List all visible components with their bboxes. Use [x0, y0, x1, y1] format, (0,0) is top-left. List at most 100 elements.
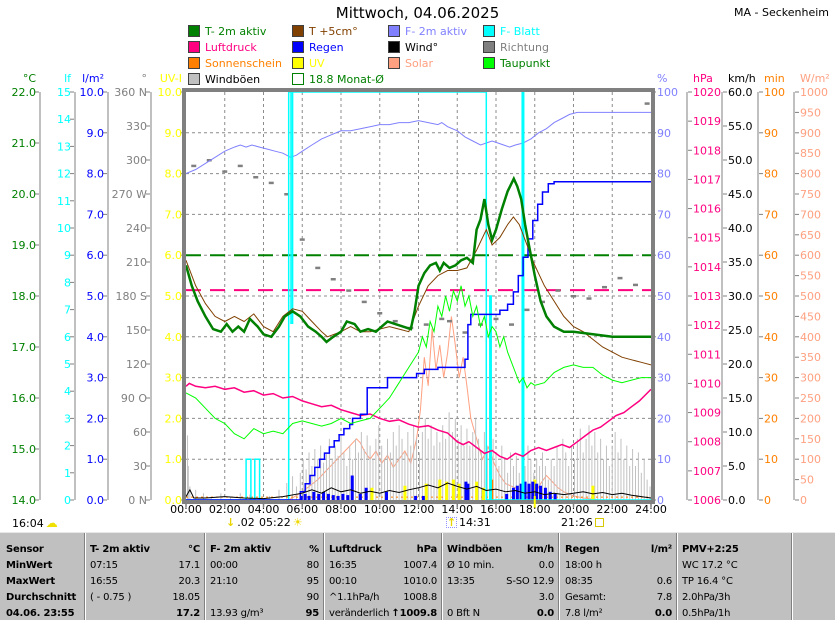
axis-tick-label: 1	[64, 467, 71, 480]
axis-tick-label: 750	[800, 188, 821, 201]
axis-tick-label: 700	[800, 208, 821, 221]
axis-tick-label: 330	[126, 120, 147, 133]
legend-item-wind-[interactable]: Wind°	[388, 40, 438, 54]
axis-tick-label: 6.0	[87, 249, 105, 262]
axis-tick-label: 0.0	[87, 494, 105, 507]
legend-item-t-2m-aktiv[interactable]: T- 2m aktiv	[188, 24, 266, 38]
legend-swatch	[483, 25, 495, 37]
sun-cloud-icon: ☁	[45, 516, 58, 530]
sunrise-marker: 05:22 ☀	[259, 516, 303, 529]
axis-tick-label: 1010	[693, 377, 721, 390]
time-axis-label: 04:00	[247, 503, 280, 516]
axis-tick-label: 22.0	[12, 86, 37, 99]
series-regen-intervall	[299, 475, 557, 500]
axis-kmh: km/h 0.0 5.0 10.0 15.0 20.0 25.0 30.0 35.0 40.0 45…	[721, 72, 756, 507]
axis-header: hPa	[693, 72, 713, 85]
table-cell: 2.0hPa/3h	[682, 592, 731, 603]
legend-item-18-8-monat-[interactable]: 18.8 Monat-Ø	[292, 72, 384, 86]
axis-tick-label: 1013	[693, 290, 721, 303]
axis-tick-label: 1012	[693, 319, 721, 332]
axis-tick-label: 9.0	[165, 127, 183, 140]
table-cell: 00:00 80	[210, 560, 319, 571]
legend-item-regen[interactable]: Regen	[292, 40, 344, 54]
axis-tick-label: 30	[764, 372, 778, 385]
axis-tick-label: 8	[64, 276, 71, 289]
table-header-cell: Regen l/m²	[565, 544, 672, 555]
sunset-value: 21:26	[561, 516, 593, 529]
axis-tick-label: 80	[657, 168, 671, 181]
axis-tick-label: 400	[800, 331, 821, 344]
axis-hpa: hPa 1006 1007 1008 1009 1010 1011 1012 1013 1014 1…	[686, 72, 721, 507]
day-length: 16:04 ☁	[12, 516, 58, 530]
axis-tick-label: 5	[64, 358, 71, 371]
axis-tick-label: 300	[800, 372, 821, 385]
axis-tick-label: 18.0	[12, 290, 37, 303]
legend-item-luftdruck[interactable]: Luftdruck	[188, 40, 257, 54]
legend-item-sonnenschein[interactable]: Sonnenschein	[188, 56, 282, 70]
axis-tick-label: 1020	[693, 86, 721, 99]
axis-tick-label: 1009	[693, 407, 721, 420]
series-f-blatt	[186, 92, 651, 500]
axis-tick-label: 0	[657, 494, 664, 507]
axis-tick-label: 10	[764, 453, 778, 466]
axis-tick-label: 10.0	[80, 86, 105, 99]
legend-label: Sonnenschein	[205, 56, 282, 70]
axis-header: W/m²	[800, 72, 830, 85]
axis-tick-label: 210	[126, 256, 147, 269]
legend-item-windb-en[interactable]: Windböen	[188, 72, 260, 86]
axis-tick-label: 0	[64, 494, 71, 507]
legend-swatch	[188, 41, 200, 53]
time-axis-label: 14:00	[441, 503, 474, 516]
legend-item-solar[interactable]: Solar	[388, 56, 433, 70]
axis-tick-label: 40	[764, 331, 778, 344]
table-row-label: Sensor	[6, 544, 44, 555]
series-luftdruck	[186, 382, 651, 461]
table-header-cell: PMV+2:25	[682, 544, 739, 555]
axis-tick-label: 4.0	[165, 331, 183, 344]
axis-minutes: min 0 10 20 30 40 50 60 70 80 90 100	[757, 72, 785, 507]
table-header-cell: T- 2m aktiv °C	[90, 544, 200, 555]
axis-tick-label: 11	[57, 195, 71, 208]
axis-tick-label: 350	[800, 351, 821, 364]
legend-swatch	[388, 41, 400, 53]
axis-tick-label: 90	[764, 127, 778, 140]
axis-tick-label: 25.0	[728, 324, 753, 337]
legend-item-t-5cm-[interactable]: T +5cm°	[292, 24, 358, 38]
table-column-divider	[676, 533, 678, 620]
series-t-2m-aktiv	[186, 175, 651, 344]
moonset-marker: ↓ .02	[226, 516, 255, 529]
table-column-divider	[204, 533, 206, 620]
axis-tick-label: 100	[657, 86, 678, 99]
axis-tick-label: 200	[800, 412, 821, 425]
axis-header: km/h	[728, 72, 756, 85]
series-solar	[186, 316, 651, 500]
axis-header: %	[657, 72, 667, 85]
legend-swatch	[483, 41, 495, 53]
axis-tick-label: 40	[657, 331, 671, 344]
axis-tick-label: 360 N	[114, 86, 147, 99]
table-row-label: MinWert	[6, 560, 53, 571]
legend-item-richtung[interactable]: Richtung	[483, 40, 549, 54]
axis-tick-label: 15.0	[728, 392, 753, 405]
axis-tick-label: 8.0	[165, 168, 183, 181]
legend-item-f-blatt[interactable]: F- Blatt	[483, 24, 540, 38]
legend-item-f-2m-aktiv[interactable]: F- 2m aktiv	[388, 24, 467, 38]
axis-tick-label: 0 N	[128, 494, 147, 507]
axis-lm2: l/m² 0.0 1.0 2.0 3.0 4.0 5.0 6.0 7.0 8.0 9.0 10.0	[80, 72, 109, 507]
table-column-divider	[558, 533, 560, 620]
table-row-label: 04.06. 23:55	[6, 608, 75, 619]
axis-tick-label: 15.0	[12, 443, 37, 456]
table-cell: 00:10 1010.0	[329, 576, 437, 587]
time-axis-label: 10:00	[363, 503, 396, 516]
axis-tick-label: 5.0	[87, 290, 105, 303]
legend-item-taupunkt[interactable]: Taupunkt	[483, 56, 550, 70]
legend-item-uv[interactable]: UV	[292, 56, 325, 70]
axis-wm2: W/m² 0 50 100 150 200 250 300 350 400 450 500 550 600…	[793, 72, 830, 507]
table-column-divider	[323, 533, 325, 620]
axis-header: UV-I	[160, 72, 182, 85]
axis-tick-label: 1016	[693, 203, 721, 216]
station-label: MA - Seckenheim	[733, 6, 829, 19]
axis-tick-label: 1000	[800, 86, 828, 99]
axis-tick-label: 10.0	[728, 426, 753, 439]
axis-tick-label: 0	[800, 494, 807, 507]
